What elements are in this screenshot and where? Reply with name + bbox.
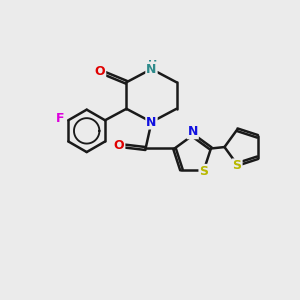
Text: S: S: [232, 159, 242, 172]
Text: N: N: [146, 62, 157, 76]
Text: S: S: [200, 165, 208, 178]
Text: H: H: [148, 60, 158, 70]
Text: O: O: [114, 139, 124, 152]
Text: O: O: [94, 65, 105, 79]
Text: N: N: [146, 116, 157, 128]
Text: N: N: [188, 125, 198, 138]
Text: F: F: [56, 112, 64, 125]
